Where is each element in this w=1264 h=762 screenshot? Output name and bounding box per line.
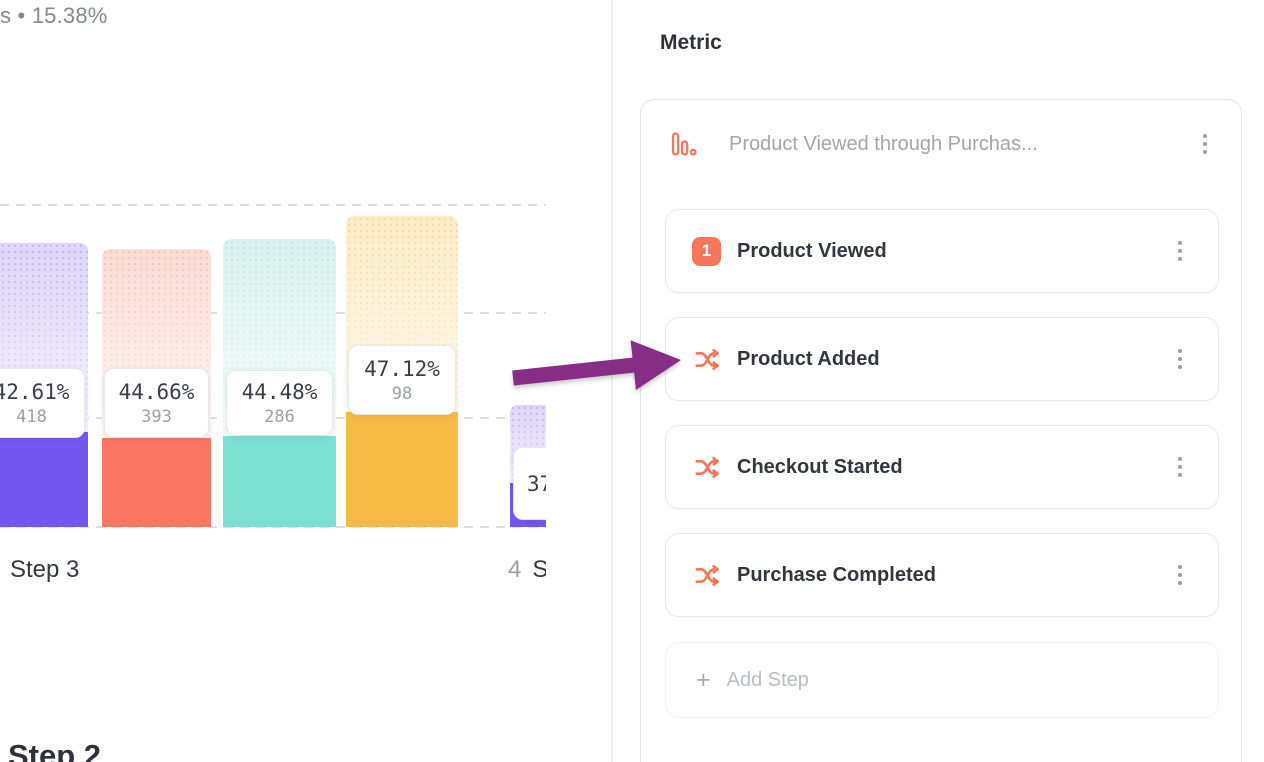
kebab-menu-icon[interactable] <box>1172 451 1188 483</box>
funnel-bar-5[interactable]: 37 <box>510 0 546 762</box>
funnel-bar-3[interactable]: 44.48% 286 <box>223 0 336 762</box>
step-card-product-viewed[interactable]: 1 Product Viewed <box>665 209 1219 293</box>
gridline <box>0 526 546 528</box>
shuffle-icon <box>695 564 719 586</box>
funnel-bar-value-label: 47.12% 98 <box>348 345 456 415</box>
conversion-percent: 44.66% <box>118 379 195 404</box>
conversion-percent: 37 <box>527 471 546 496</box>
metric-panel-heading: Metric <box>660 31 722 54</box>
axis-label-step-3: Step 3 <box>10 556 80 583</box>
gridline <box>0 204 546 206</box>
conversion-percent: 44.48% <box>241 379 318 404</box>
funnel-bar-value-label: 44.66% 393 <box>104 368 209 438</box>
conversion-percent: 42.61% <box>0 379 70 404</box>
conversion-summary-partial: s • 15.38% <box>0 3 108 28</box>
funnel-bar-value-label: 44.48% 286 <box>226 370 333 436</box>
panel-divider <box>611 0 613 762</box>
step-card-purchase-completed[interactable]: Purchase Completed <box>665 533 1219 617</box>
metric-card: Product Viewed through Purchas... 1 Prod… <box>640 99 1242 762</box>
kebab-menu-icon[interactable] <box>1197 128 1213 160</box>
annotation-arrow <box>512 340 681 390</box>
plus-icon: + <box>696 665 711 694</box>
funnel-bar-solid <box>346 412 458 527</box>
funnel-bar-solid <box>102 438 211 527</box>
add-step-label: Add Step <box>726 668 809 691</box>
conversion-percent: 47.12% <box>364 356 440 381</box>
funnel-bar-value-label: 42.61% 418 <box>0 368 85 438</box>
conversion-count: 393 <box>141 406 172 427</box>
conversion-count: 286 <box>264 406 295 427</box>
step-card-checkout-started[interactable]: Checkout Started <box>665 425 1219 509</box>
funnel-bar-4[interactable]: 47.12% 98 <box>346 0 458 762</box>
kebab-menu-icon[interactable] <box>1172 235 1188 267</box>
step-label: Checkout Started <box>737 455 903 478</box>
shuffle-icon <box>695 456 719 478</box>
metric-card-header[interactable]: Product Viewed through Purchas... <box>641 118 1241 170</box>
step-label: Product Viewed <box>737 239 887 262</box>
funnel-bar-1[interactable]: 42.61% 418 <box>0 0 88 762</box>
kebab-menu-icon[interactable] <box>1172 559 1188 591</box>
shuffle-icon <box>695 348 719 370</box>
add-step-button[interactable]: + Add Step <box>665 642 1219 718</box>
section-heading-step-2-partial: Step 2 <box>8 738 102 762</box>
funnel-chart-icon <box>671 132 697 156</box>
step-label: Purchase Completed <box>737 563 936 586</box>
conversion-count: 98 <box>391 383 413 404</box>
funnel-bar-solid <box>223 436 336 527</box>
funnel-bar-2[interactable]: 44.66% 393 <box>102 0 211 762</box>
funnel-bar-value-label: 37 <box>513 447 546 520</box>
funnel-chart-area: s • 15.38% 42.61% 418 44.66% 393 <box>0 0 546 762</box>
funnel-bar-solid <box>0 432 88 527</box>
step-number-badge: 1 <box>692 236 721 266</box>
step-label: Product Added <box>737 347 880 370</box>
metric-title: Product Viewed through Purchas... <box>729 132 1038 155</box>
kebab-menu-icon[interactable] <box>1172 343 1188 375</box>
step-card-product-added[interactable]: Product Added <box>665 317 1219 401</box>
axis-step-text-partial: S <box>532 556 546 583</box>
axis-step-number-muted: 4 <box>508 556 522 583</box>
conversion-count: 418 <box>16 406 47 427</box>
